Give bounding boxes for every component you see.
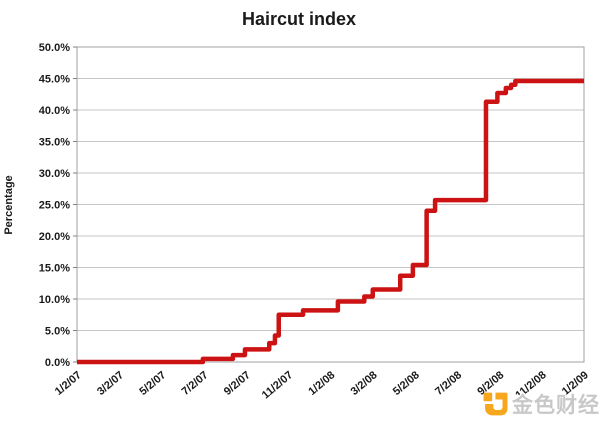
y-axis-title: Percentage bbox=[3, 175, 15, 234]
x-tick-label: 11/2/08 bbox=[513, 369, 548, 401]
y-tick-label: 50.0% bbox=[39, 42, 70, 54]
x-tick-label: 3/2/08 bbox=[349, 369, 380, 398]
x-tick-label: 5/2/07 bbox=[137, 369, 168, 398]
x-tick-label: 1/2/08 bbox=[306, 369, 337, 398]
x-tick-label: 11/2/07 bbox=[260, 369, 295, 401]
y-tick-label: 35.0% bbox=[39, 137, 70, 149]
y-tick-label: 40.0% bbox=[39, 105, 70, 117]
x-tick-label: 3/2/07 bbox=[95, 369, 126, 398]
y-tick-label: 5.0% bbox=[45, 326, 70, 338]
x-tick-label: 7/2/07 bbox=[180, 369, 211, 398]
y-tick-label: 25.0% bbox=[39, 200, 70, 212]
y-tick-label: 15.0% bbox=[39, 263, 70, 275]
y-tick-label: 45.0% bbox=[39, 74, 70, 86]
x-tick-label: 1/2/07 bbox=[53, 369, 84, 398]
y-tick-label: 20.0% bbox=[39, 231, 70, 243]
x-tick-label: 9/2/08 bbox=[475, 369, 506, 398]
x-tick-label: 5/2/08 bbox=[391, 369, 422, 398]
x-tick-label: 1/2/09 bbox=[560, 369, 591, 398]
y-tick-label: 30.0% bbox=[39, 168, 70, 180]
chart-title: Haircut index bbox=[242, 9, 356, 29]
y-tick-label: 0.0% bbox=[45, 357, 70, 369]
x-tick-label: 9/2/07 bbox=[222, 369, 253, 398]
x-tick-label: 7/2/08 bbox=[433, 369, 464, 398]
y-tick-label: 10.0% bbox=[39, 294, 70, 306]
haircut-series-line bbox=[77, 78, 584, 365]
plot-area: 0.0% 5.0% 10.0% 15.0% 20.0% 25.0% 30.0% 35.0% 40… bbox=[39, 42, 591, 401]
